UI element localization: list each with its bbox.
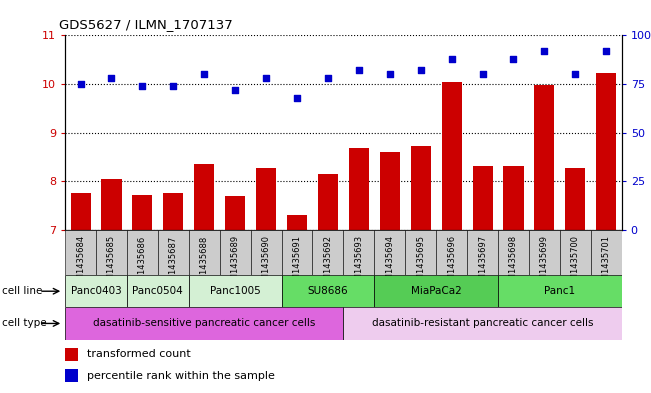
Bar: [312, 230, 343, 275]
Text: GSM1435696: GSM1435696: [447, 235, 456, 292]
Text: GSM1435690: GSM1435690: [262, 235, 271, 291]
Point: [261, 75, 271, 81]
Text: GSM1435684: GSM1435684: [76, 235, 85, 292]
Text: GSM1435695: GSM1435695: [416, 235, 425, 291]
Bar: [219, 230, 251, 275]
Bar: [225, 196, 245, 230]
Bar: [65, 348, 77, 361]
Point: [230, 87, 240, 93]
Bar: [65, 307, 344, 340]
Bar: [441, 82, 462, 230]
Bar: [374, 230, 405, 275]
Bar: [127, 230, 158, 275]
Bar: [590, 230, 622, 275]
Text: cell line: cell line: [2, 286, 42, 296]
Bar: [560, 230, 590, 275]
Point: [447, 55, 457, 62]
Bar: [343, 230, 374, 275]
Text: GSM1435687: GSM1435687: [169, 235, 178, 292]
Text: GSM1435689: GSM1435689: [230, 235, 240, 292]
Bar: [405, 230, 436, 275]
Bar: [596, 73, 616, 230]
Bar: [281, 230, 312, 275]
Text: GSM1435691: GSM1435691: [292, 235, 301, 291]
Point: [601, 48, 611, 54]
Bar: [189, 230, 219, 275]
Bar: [102, 179, 122, 230]
Text: Panc1: Panc1: [544, 286, 575, 296]
Text: percentile rank within the sample: percentile rank within the sample: [87, 371, 275, 381]
Bar: [65, 275, 127, 307]
Bar: [411, 146, 431, 230]
Text: cell type: cell type: [2, 318, 47, 329]
Text: GSM1435693: GSM1435693: [354, 235, 363, 292]
Text: GSM1435697: GSM1435697: [478, 235, 487, 292]
Point: [137, 83, 148, 89]
Text: MiaPaCa2: MiaPaCa2: [411, 286, 462, 296]
Point: [415, 67, 426, 73]
Text: Panc1005: Panc1005: [210, 286, 260, 296]
Text: transformed count: transformed count: [87, 349, 191, 359]
Text: Panc0403: Panc0403: [71, 286, 121, 296]
Bar: [529, 230, 560, 275]
Text: GSM1435688: GSM1435688: [200, 235, 209, 292]
Bar: [498, 230, 529, 275]
Point: [292, 94, 302, 101]
Bar: [132, 195, 152, 230]
Bar: [163, 193, 184, 230]
Text: dasatinib-resistant pancreatic cancer cells: dasatinib-resistant pancreatic cancer ce…: [372, 318, 593, 329]
Bar: [256, 168, 276, 230]
Bar: [534, 85, 555, 230]
Bar: [343, 307, 622, 340]
Bar: [498, 275, 622, 307]
Text: GSM1435701: GSM1435701: [602, 235, 611, 291]
Point: [477, 71, 488, 77]
Text: GSM1435700: GSM1435700: [571, 235, 580, 291]
Bar: [436, 230, 467, 275]
Text: dasatinib-sensitive pancreatic cancer cells: dasatinib-sensitive pancreatic cancer ce…: [93, 318, 316, 329]
Point: [570, 71, 581, 77]
Bar: [251, 230, 281, 275]
Bar: [287, 215, 307, 230]
Bar: [158, 230, 189, 275]
Bar: [65, 369, 77, 382]
Bar: [380, 152, 400, 230]
Text: GSM1435692: GSM1435692: [324, 235, 333, 291]
Text: GSM1435685: GSM1435685: [107, 235, 116, 292]
Point: [168, 83, 178, 89]
Point: [199, 71, 210, 77]
Bar: [194, 164, 214, 230]
Text: GSM1435699: GSM1435699: [540, 235, 549, 291]
Bar: [189, 275, 281, 307]
Text: GSM1435686: GSM1435686: [138, 235, 147, 292]
Point: [76, 81, 86, 87]
Point: [353, 67, 364, 73]
Point: [106, 75, 117, 81]
Point: [385, 71, 395, 77]
Bar: [96, 230, 127, 275]
Bar: [127, 275, 189, 307]
Text: Panc0504: Panc0504: [133, 286, 183, 296]
Bar: [473, 166, 493, 230]
Bar: [318, 174, 338, 230]
Bar: [349, 148, 369, 230]
Text: SU8686: SU8686: [308, 286, 348, 296]
Point: [323, 75, 333, 81]
Bar: [467, 230, 498, 275]
Bar: [503, 166, 523, 230]
Bar: [374, 275, 498, 307]
Point: [508, 55, 519, 62]
Text: GSM1435694: GSM1435694: [385, 235, 395, 291]
Text: GDS5627 / ILMN_1707137: GDS5627 / ILMN_1707137: [59, 18, 232, 31]
Point: [539, 48, 549, 54]
Text: GSM1435698: GSM1435698: [509, 235, 518, 292]
Bar: [281, 275, 374, 307]
Bar: [65, 230, 96, 275]
Bar: [565, 168, 585, 230]
Bar: [70, 193, 90, 230]
